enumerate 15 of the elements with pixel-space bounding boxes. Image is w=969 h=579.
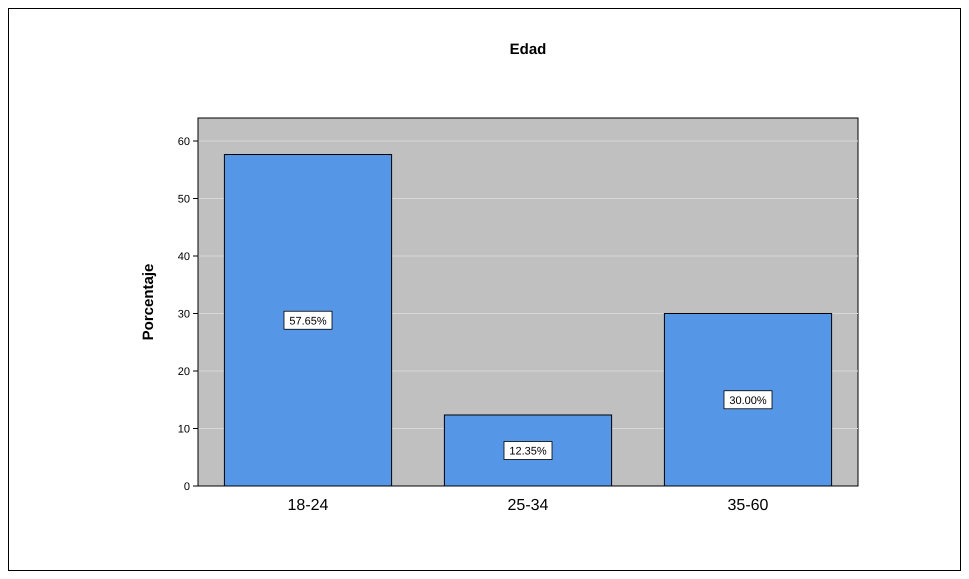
x-tick-label: 35-60 [728,497,769,514]
x-tick-label: 25-34 [508,497,549,514]
y-tick-label: 20 [178,366,190,378]
data-label: 12.35% [509,445,547,458]
y-tick-label: 10 [178,424,190,436]
y-tick-label: 30 [178,308,190,320]
chart-title: Edad [510,41,546,58]
y-tick-label: 50 [178,194,190,206]
data-label: 30.00% [729,394,767,407]
y-tick-label: 60 [178,136,190,148]
y-tick-label: 0 [184,481,190,493]
y-tick-label: 40 [178,251,190,263]
data-label: 57.65% [289,315,327,328]
y-axis-title: Porcentaje [140,264,157,340]
x-tick-label: 18-24 [288,497,329,514]
